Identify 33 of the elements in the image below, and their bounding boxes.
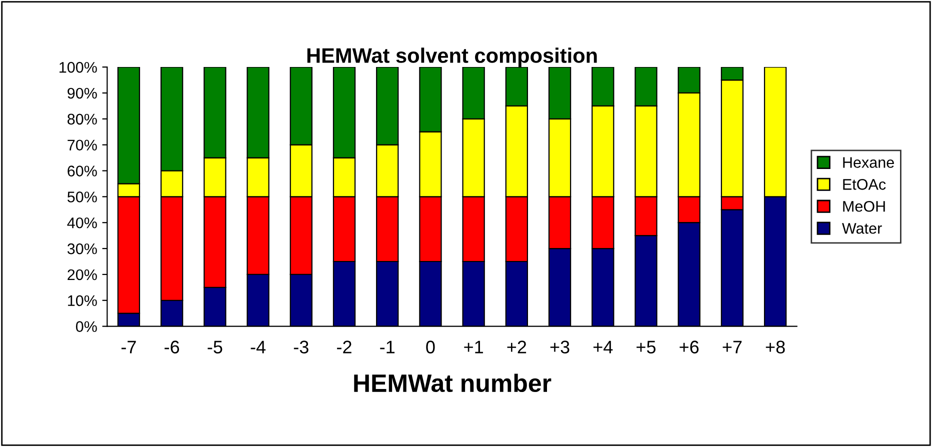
x-tick-label: +1 (464, 340, 483, 354)
x-tick-label: -7 (122, 340, 136, 354)
x-tick-label: -1 (380, 340, 395, 354)
legend-label: Water (842, 223, 882, 234)
y-tick-label: 10% (68, 295, 97, 306)
x-tick-label: -4 (250, 340, 266, 354)
y-tick-label: 50% (67, 192, 97, 202)
x-tick-label: +2 (507, 340, 526, 354)
x-tick-label: -2 (337, 340, 352, 354)
legend-label: MeOH (843, 200, 885, 212)
x-tick-label: -5 (208, 340, 222, 354)
x-tick-label: +6 (680, 340, 699, 354)
y-tick-label: 40% (67, 217, 97, 228)
x-tick-label: +7 (722, 340, 742, 354)
chart-title: HEMWat solvent composition (307, 48, 597, 68)
y-tick-label: 70% (68, 140, 97, 151)
x-axis-title: HEMWat number (354, 374, 552, 392)
x-tick-label: +3 (550, 340, 570, 354)
x-tick-label: -6 (164, 340, 180, 354)
x-tick-label: +8 (766, 340, 785, 354)
legend-label: EtOAc (843, 179, 886, 190)
y-tick-label: 90% (68, 88, 97, 99)
x-tick-label: 0 (426, 340, 435, 354)
x-tick-label: +5 (636, 340, 656, 354)
y-tick-label: 20% (68, 269, 97, 280)
legend-label: Hexane (843, 157, 894, 168)
y-tick-label: 30% (67, 243, 97, 254)
y-tick-label: 0% (76, 321, 97, 332)
y-tick-label: 60% (68, 166, 97, 176)
y-tick-label: 100% (60, 62, 97, 73)
x-tick-label: -3 (294, 340, 308, 354)
x-tick-label: +4 (593, 340, 613, 354)
y-tick-label: 80% (68, 114, 97, 125)
